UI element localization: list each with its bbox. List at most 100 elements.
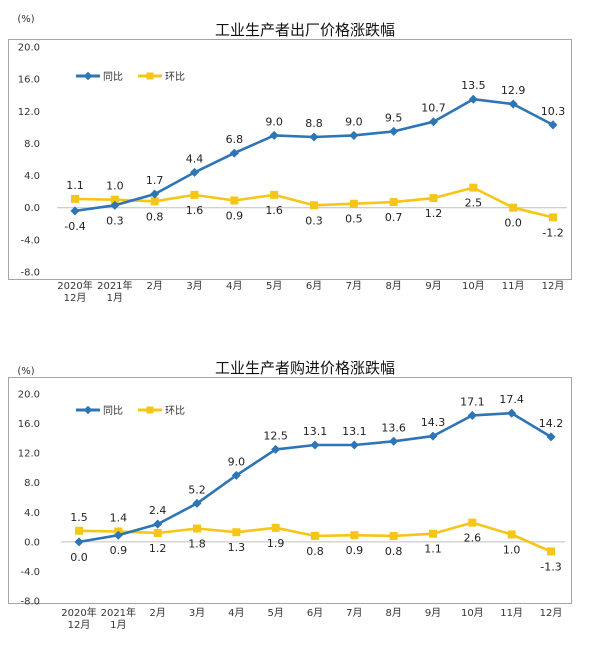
data-label: 1.4 [110, 512, 128, 525]
y-axis-unit: (%) [17, 14, 34, 25]
y-axis-unit: (%) [17, 366, 34, 377]
x-tick-label: 1月 [110, 619, 126, 631]
data-label: 1.1 [424, 543, 442, 556]
data-label: 9.0 [228, 455, 246, 468]
data-point [150, 197, 159, 206]
x-tick-label: 5月 [267, 607, 283, 619]
data-label: 17.1 [460, 395, 485, 408]
data-point [74, 537, 84, 547]
y-tick-label: 0.0 [24, 203, 40, 214]
data-label: 1.2 [425, 207, 443, 220]
data-label: 1.6 [265, 204, 283, 217]
data-point [110, 200, 120, 210]
data-label: 13.6 [381, 421, 406, 434]
chart-title: 工业生产者购进价格涨跌幅 [215, 359, 395, 377]
x-tick-label: 12月 [68, 619, 91, 631]
y-tick-label: 4.0 [24, 508, 40, 519]
legend-label: 环比 [165, 405, 185, 417]
legend-marker [83, 405, 93, 415]
x-tick-label: 4月 [226, 280, 242, 292]
x-tick-label: 2月 [149, 607, 165, 619]
x-tick-label: 3月 [189, 607, 205, 619]
data-point [389, 198, 398, 207]
legend-label: 同比 [103, 71, 123, 83]
data-point [507, 530, 516, 539]
data-point [547, 547, 555, 556]
data-label: 0.3 [305, 214, 323, 227]
data-label: -1.2 [542, 226, 563, 239]
chart-title: 工业生产者出厂价格涨跌幅 [215, 21, 395, 39]
y-tick-label: 20.0 [18, 390, 40, 401]
chart-frame [8, 377, 572, 604]
x-tick-label: 7月 [346, 280, 362, 292]
x-tick-label: 12月 [542, 280, 565, 292]
data-point [113, 530, 123, 540]
y-tick-label: 0.0 [24, 537, 40, 548]
data-label: 12.9 [501, 84, 526, 97]
data-point [230, 196, 239, 205]
data-label: -1.3 [540, 560, 561, 573]
data-point [428, 431, 438, 441]
y-tick-label: 12.0 [18, 449, 40, 460]
data-point [508, 99, 518, 109]
data-point [150, 189, 160, 199]
data-label: 0.9 [110, 544, 128, 557]
data-label: 1.0 [503, 543, 521, 556]
data-label: 4.4 [186, 152, 204, 165]
data-label: 9.0 [265, 115, 283, 128]
x-tick-label: 6月 [306, 280, 322, 292]
y-tick-label: 12.0 [18, 107, 40, 118]
data-point [269, 130, 279, 140]
x-tick-label: 12月 [540, 607, 563, 619]
data-label: 14.2 [539, 417, 564, 430]
data-point [469, 183, 478, 192]
data-label: 2.4 [149, 504, 167, 517]
x-tick-label: 6月 [307, 607, 323, 619]
data-label: -0.4 [64, 220, 85, 233]
data-point [467, 410, 477, 420]
y-tick-label: -4.0 [20, 567, 40, 578]
chart-2: 工业生产者购进价格涨跌幅 (%) 20.0 16.0 12.0 8.0 4.0 0.0 -4.0… [8, 359, 572, 631]
data-label: 1.5 [70, 511, 88, 524]
x-tick-label: 12月 [64, 292, 87, 304]
x-tick-label: 2月 [146, 280, 162, 292]
data-label: 13.1 [342, 425, 367, 438]
data-point [192, 498, 202, 508]
data-label: 0.7 [385, 211, 403, 224]
x-tick-label: 5月 [266, 280, 282, 292]
y-tick-label: -4.0 [20, 235, 40, 246]
data-label: 0.8 [306, 545, 324, 558]
data-point [232, 528, 241, 537]
data-point [389, 531, 398, 540]
y-tick-label: 8.0 [24, 139, 40, 150]
chart-frame [8, 39, 572, 280]
data-point [310, 201, 318, 210]
x-tick-label: 9月 [425, 280, 441, 292]
x-tick-label: 1月 [107, 292, 123, 304]
data-label: 2.6 [464, 532, 482, 545]
data-label: 10.3 [541, 105, 566, 118]
data-point [270, 190, 279, 199]
data-label: 1.3 [228, 541, 246, 554]
data-label: 0.9 [346, 544, 364, 557]
data-label: 17.4 [499, 393, 524, 406]
data-label: 0.8 [146, 210, 164, 223]
chart-1: 工业生产者出厂价格涨跌幅 (%) 20.0 16.0 12.0 8.0 4.0 0.0 -4.0… [8, 14, 572, 304]
x-tick-label: 2020年 [61, 606, 96, 619]
y-tick-label: 20.0 [18, 43, 40, 54]
x-tick-label: 2021年 [101, 606, 136, 619]
data-label: 1.7 [146, 174, 164, 187]
data-point [310, 440, 320, 450]
x-tick-label: 3月 [186, 280, 202, 292]
data-point [110, 195, 119, 204]
data-label: 14.3 [421, 416, 446, 429]
data-label: 0.9 [226, 209, 244, 222]
data-point [271, 444, 281, 454]
data-label: 9.5 [385, 111, 403, 124]
x-tick-label: 8月 [385, 280, 401, 292]
x-tick-label: 2021年 [97, 279, 132, 292]
data-point [389, 126, 399, 136]
data-label: 6.8 [226, 133, 244, 146]
x-tick-label: 4月 [228, 607, 244, 619]
y-tick-label: 4.0 [24, 171, 40, 182]
